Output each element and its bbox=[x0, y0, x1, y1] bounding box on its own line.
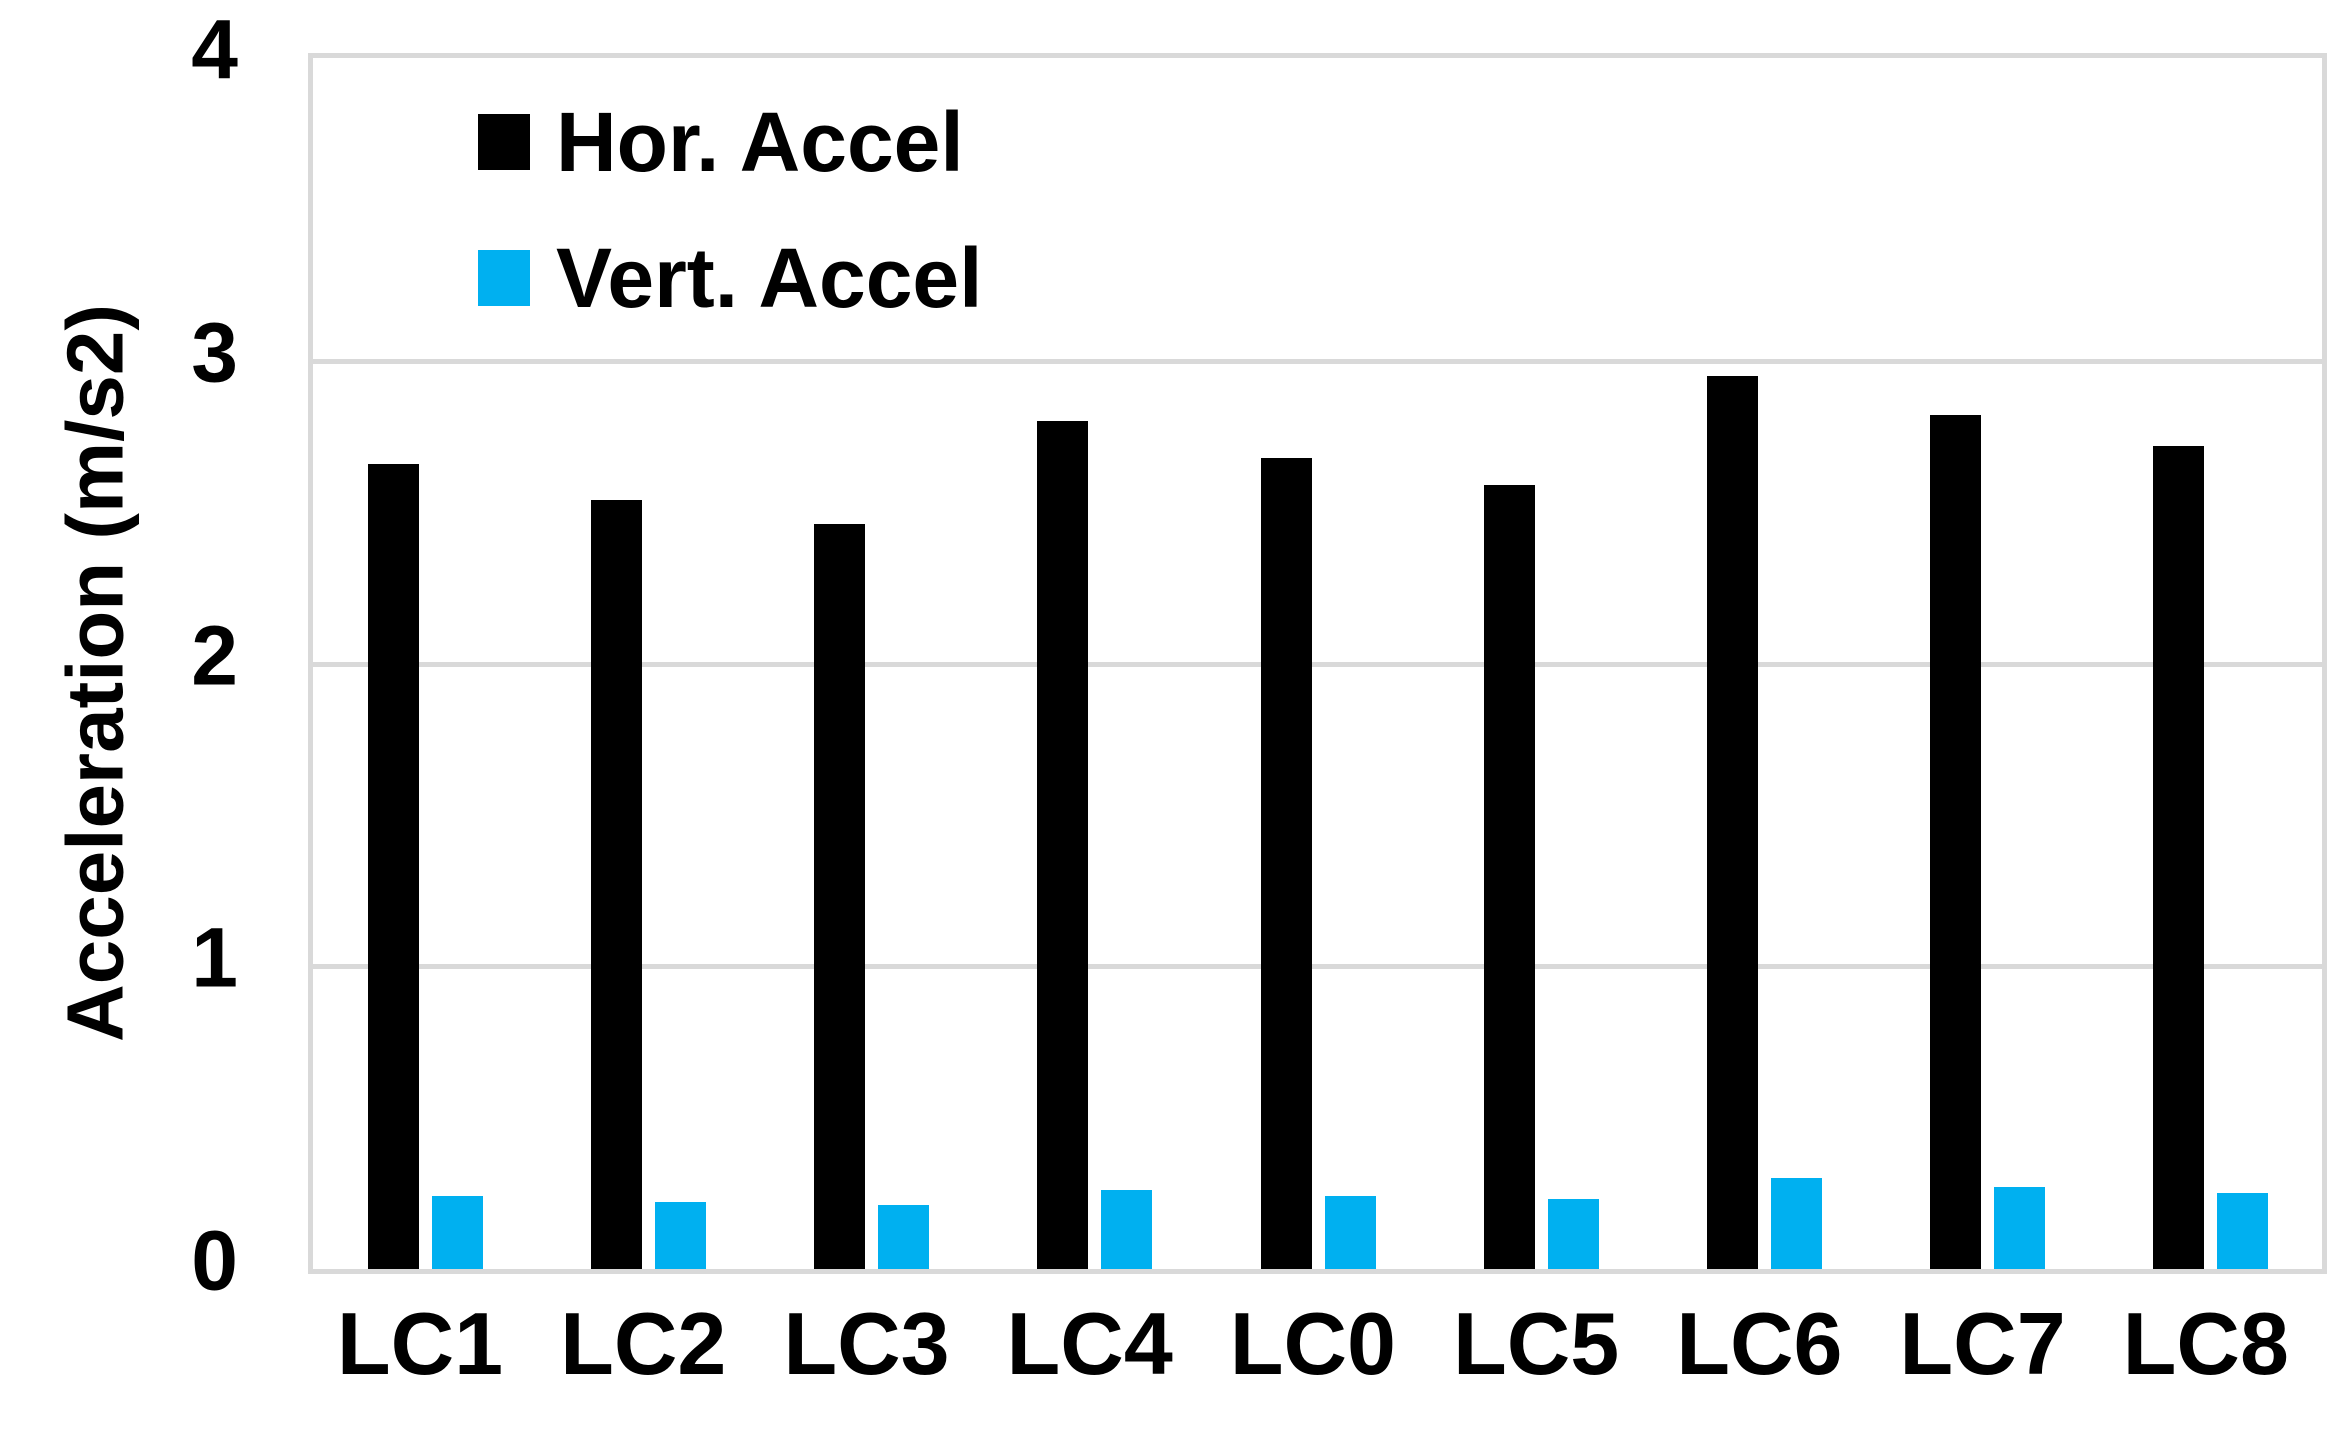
x-tick-label-lc0: LC0 bbox=[1229, 1294, 1396, 1393]
y-tick-label-0: 0 bbox=[191, 1213, 238, 1308]
x-tick-label-lc2: LC2 bbox=[560, 1294, 727, 1393]
bar-vert-accel-lc5 bbox=[1547, 1199, 1599, 1269]
bar-hor-accel-lc2 bbox=[590, 500, 642, 1269]
bar-hor-accel-lc6 bbox=[1706, 375, 1758, 1269]
gridline-y-3 bbox=[313, 358, 2322, 364]
bar-vert-accel-lc8 bbox=[2217, 1193, 2269, 1269]
bar-hor-accel-lc0 bbox=[1260, 457, 1312, 1269]
bar-vert-accel-lc3 bbox=[878, 1205, 930, 1269]
bar-vert-accel-lc1 bbox=[431, 1196, 483, 1269]
y-tick-label-4: 4 bbox=[191, 2, 238, 97]
plot-area bbox=[308, 53, 2327, 1274]
y-tick-label-2: 2 bbox=[191, 608, 238, 703]
x-tick-label-lc5: LC5 bbox=[1452, 1294, 1620, 1393]
bar-hor-accel-lc7 bbox=[1930, 415, 1982, 1269]
legend-label: Vert. Accel bbox=[556, 231, 983, 325]
y-tick-label-3: 3 bbox=[191, 305, 238, 400]
legend-label: Hor. Accel bbox=[556, 95, 964, 189]
bar-vert-accel-lc6 bbox=[1770, 1178, 1822, 1269]
bar-vert-accel-lc7 bbox=[1994, 1187, 2046, 1269]
gridline-y-2 bbox=[313, 661, 2322, 667]
vert-accel-swatch-icon bbox=[478, 250, 530, 306]
hor-accel-swatch-icon bbox=[478, 114, 530, 170]
bar-hor-accel-lc3 bbox=[814, 524, 866, 1269]
bar-hor-accel-lc4 bbox=[1037, 421, 1089, 1269]
bar-vert-accel-lc0 bbox=[1324, 1196, 1376, 1269]
x-tick-label-lc4: LC4 bbox=[1006, 1294, 1173, 1393]
legend: Hor. Accel Vert. Accel bbox=[478, 100, 982, 320]
gridline-y-1 bbox=[313, 964, 2322, 970]
x-tick-label-lc7: LC7 bbox=[1899, 1294, 2066, 1393]
x-tick-label-lc8: LC8 bbox=[2122, 1294, 2289, 1393]
x-tick-label-lc3: LC3 bbox=[783, 1294, 950, 1393]
bar-hor-accel-lc8 bbox=[2153, 445, 2205, 1269]
bar-vert-accel-lc4 bbox=[1101, 1190, 1153, 1269]
x-tick-label-lc6: LC6 bbox=[1676, 1294, 1843, 1393]
bar-hor-accel-lc5 bbox=[1483, 484, 1535, 1269]
legend-item-hor-accel: Hor. Accel bbox=[478, 100, 982, 184]
x-tick-label-lc1: LC1 bbox=[336, 1294, 504, 1393]
y-tick-label-1: 1 bbox=[191, 910, 238, 1005]
legend-item-vert-accel: Vert. Accel bbox=[478, 236, 982, 320]
bar-vert-accel-lc2 bbox=[654, 1202, 706, 1269]
bar-hor-accel-lc1 bbox=[367, 463, 419, 1269]
